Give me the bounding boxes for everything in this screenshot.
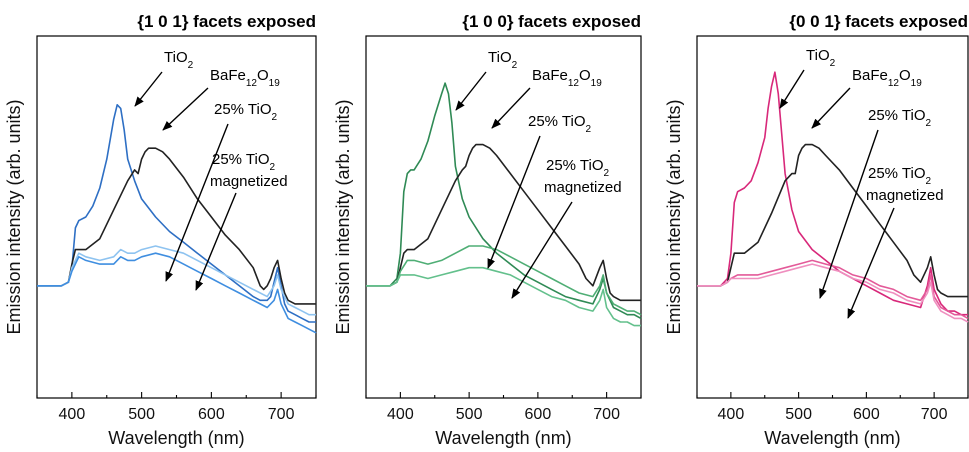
- series-line-bafe12o19: [366, 143, 641, 302]
- annotation-arrow: [511, 201, 573, 299]
- annotation-label: magnetized: [866, 187, 944, 204]
- x-tick-label: 400: [59, 406, 86, 423]
- x-tick-label: 700: [593, 406, 620, 423]
- series-line-25-tio2-magnetized: [366, 266, 641, 327]
- x-tick-label: 700: [921, 406, 948, 423]
- x-tick-label: 600: [525, 406, 552, 423]
- plot-frame: [36, 35, 317, 399]
- annotation-label: magnetized: [210, 173, 288, 190]
- chart-panel-2: 400 500 600 700 Wavelength (nm) Emission inte…: [333, 12, 642, 448]
- annotation-label: TiO2: [488, 49, 518, 71]
- annotation-label: BaFe12O19: [210, 67, 280, 89]
- x-axis-title: Wavelength (nm): [108, 428, 244, 448]
- annotation-label: TiO2: [806, 47, 836, 69]
- series-line-25-tio2: [697, 259, 969, 320]
- annotation-label: 25% TiO2: [528, 113, 592, 135]
- series-line-25-tio2: [37, 245, 316, 316]
- x-tick-label: 600: [853, 406, 880, 423]
- annotation-arrow: [165, 123, 229, 282]
- x-tick-label: 400: [718, 406, 745, 423]
- x-tick-label: 500: [785, 406, 812, 423]
- annotation-arrow: [195, 192, 237, 291]
- annotation-label: 25% TiO2: [214, 101, 278, 123]
- annotation-label: TiO2: [164, 49, 194, 71]
- x-tick-label: 500: [456, 406, 483, 423]
- annotation-arrow: [847, 207, 895, 319]
- series-line-tio2: [37, 104, 316, 323]
- annotation-arrow: [779, 69, 805, 109]
- x-tick-label: 600: [198, 406, 225, 423]
- annotation-arrow: [487, 135, 541, 269]
- x-axis-title: Wavelength (nm): [435, 428, 571, 448]
- chart-panel-3: 400 500 600 700 Wavelength (nm) Emission inte…: [664, 12, 969, 448]
- x-tick-label: 400: [387, 406, 414, 423]
- annotation-arrow: [134, 71, 163, 107]
- annotation-label: 25% TiO2: [868, 165, 932, 187]
- series-line-bafe12o19: [37, 147, 316, 305]
- annotation-arrow: [455, 71, 487, 111]
- x-axis-title: Wavelength (nm): [764, 428, 900, 448]
- series-line-25-tio2-magnetized: [37, 252, 317, 334]
- annotation-arrow: [162, 87, 209, 131]
- plot-frame: [365, 35, 642, 399]
- series-line-25-tio2-magnetized: [697, 263, 969, 323]
- x-tick-label: 500: [128, 406, 155, 423]
- series-line-tio2: [697, 71, 968, 316]
- annotation-label: 25% TiO2: [212, 151, 276, 173]
- y-axis-title: Emission intensity (arb. units): [664, 99, 684, 334]
- y-axis-title: Emission intensity (arb. units): [333, 99, 353, 334]
- y-axis-title: Emission intensity (arb. units): [4, 99, 24, 334]
- series-line-25-tio2: [366, 245, 642, 316]
- series-line-bafe12o19: [697, 143, 968, 298]
- annotation-label: BaFe12O19: [852, 67, 922, 89]
- annotation-arrow: [811, 87, 851, 129]
- annotation-label: BaFe12O19: [532, 67, 602, 89]
- panel-title: {1 0 0} facets exposed: [462, 12, 641, 31]
- plot-frame: [696, 35, 969, 399]
- annotation-arrow: [819, 129, 879, 299]
- annotation-label: magnetized: [544, 179, 622, 196]
- annotation-arrow: [491, 87, 531, 129]
- x-tick-label: 700: [268, 406, 295, 423]
- series-line-tio2: [366, 82, 642, 320]
- annotation-label: 25% TiO2: [868, 107, 932, 129]
- panel-title: {1 0 1} facets exposed: [137, 12, 316, 31]
- chart-panel-1: 400 500 600 700 Wavelength (nm) Emission inte…: [4, 12, 317, 448]
- panel-title: {0 0 1} facets exposed: [789, 12, 968, 31]
- annotation-label: 25% TiO2: [546, 157, 610, 179]
